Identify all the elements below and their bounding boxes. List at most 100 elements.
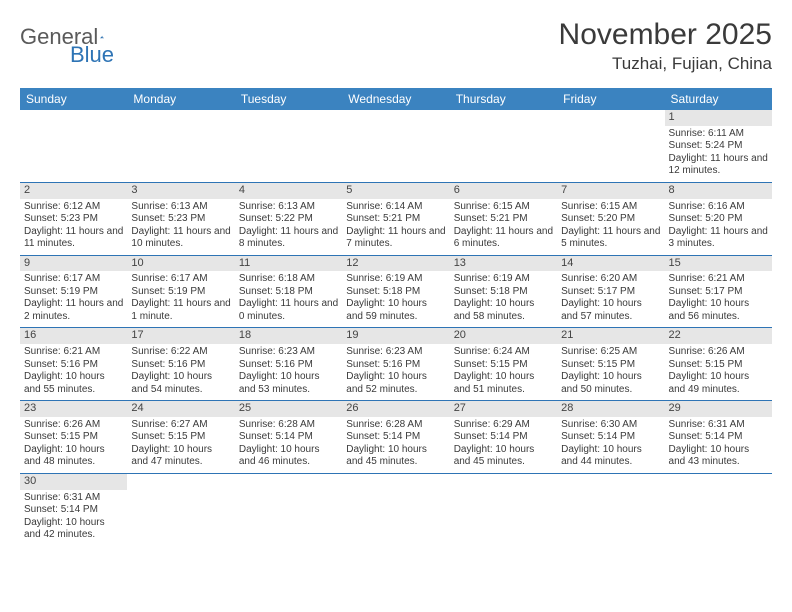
day-number: 25 (235, 401, 342, 417)
sunset-text: Sunset: 5:18 PM (239, 286, 338, 299)
weekday-header: Sunday (20, 88, 127, 110)
weekday-header: Thursday (450, 88, 557, 110)
sunset-text: Sunset: 5:20 PM (669, 213, 768, 226)
sunset-text: Sunset: 5:16 PM (131, 359, 230, 372)
calendar-cell: 7Sunrise: 6:15 AMSunset: 5:20 PMDaylight… (557, 182, 664, 255)
day-details: Sunrise: 6:12 AMSunset: 5:23 PMDaylight:… (24, 201, 123, 251)
daylight-text: Daylight: 11 hours and 6 minutes. (454, 226, 553, 251)
sunrise-text: Sunrise: 6:23 AM (346, 346, 445, 359)
sunset-text: Sunset: 5:14 PM (454, 431, 553, 444)
day-number: 20 (450, 328, 557, 344)
calendar-cell: 22Sunrise: 6:26 AMSunset: 5:15 PMDayligh… (665, 328, 772, 401)
daylight-text: Daylight: 11 hours and 3 minutes. (669, 226, 768, 251)
sunset-text: Sunset: 5:14 PM (239, 431, 338, 444)
sunset-text: Sunset: 5:23 PM (24, 213, 123, 226)
day-details: Sunrise: 6:22 AMSunset: 5:16 PMDaylight:… (131, 346, 230, 396)
day-number: 29 (665, 401, 772, 417)
calendar-cell: 13Sunrise: 6:19 AMSunset: 5:18 PMDayligh… (450, 255, 557, 328)
sunset-text: Sunset: 5:17 PM (561, 286, 660, 299)
daylight-text: Daylight: 11 hours and 2 minutes. (24, 298, 123, 323)
calendar-cell: 14Sunrise: 6:20 AMSunset: 5:17 PMDayligh… (557, 255, 664, 328)
day-details: Sunrise: 6:13 AMSunset: 5:22 PMDaylight:… (239, 201, 338, 251)
calendar-cell: 28Sunrise: 6:30 AMSunset: 5:14 PMDayligh… (557, 401, 664, 474)
calendar-cell (557, 473, 664, 545)
day-number: 23 (20, 401, 127, 417)
weekday-header: Tuesday (235, 88, 342, 110)
sunrise-text: Sunrise: 6:30 AM (561, 419, 660, 432)
daylight-text: Daylight: 10 hours and 59 minutes. (346, 298, 445, 323)
calendar-cell (450, 473, 557, 545)
calendar-cell (235, 110, 342, 182)
sunrise-text: Sunrise: 6:31 AM (24, 492, 123, 505)
sunrise-text: Sunrise: 6:18 AM (239, 273, 338, 286)
day-number: 3 (127, 183, 234, 199)
calendar-cell (342, 110, 449, 182)
calendar-week: 16Sunrise: 6:21 AMSunset: 5:16 PMDayligh… (20, 328, 772, 401)
day-details: Sunrise: 6:15 AMSunset: 5:21 PMDaylight:… (454, 201, 553, 251)
calendar-week: 23Sunrise: 6:26 AMSunset: 5:15 PMDayligh… (20, 401, 772, 474)
sunset-text: Sunset: 5:24 PM (669, 140, 768, 153)
calendar-week: 30Sunrise: 6:31 AMSunset: 5:14 PMDayligh… (20, 473, 772, 545)
calendar-cell: 24Sunrise: 6:27 AMSunset: 5:15 PMDayligh… (127, 401, 234, 474)
calendar-cell (127, 473, 234, 545)
day-number: 8 (665, 183, 772, 199)
sunrise-text: Sunrise: 6:15 AM (561, 201, 660, 214)
calendar-body: 1Sunrise: 6:11 AMSunset: 5:24 PMDaylight… (20, 110, 772, 546)
calendar-cell: 29Sunrise: 6:31 AMSunset: 5:14 PMDayligh… (665, 401, 772, 474)
calendar-cell: 15Sunrise: 6:21 AMSunset: 5:17 PMDayligh… (665, 255, 772, 328)
sunset-text: Sunset: 5:14 PM (24, 504, 123, 517)
day-number: 15 (665, 256, 772, 272)
calendar-cell: 20Sunrise: 6:24 AMSunset: 5:15 PMDayligh… (450, 328, 557, 401)
day-details: Sunrise: 6:16 AMSunset: 5:20 PMDaylight:… (669, 201, 768, 251)
weekday-header: Saturday (665, 88, 772, 110)
sunset-text: Sunset: 5:16 PM (239, 359, 338, 372)
calendar-head: Sunday Monday Tuesday Wednesday Thursday… (20, 88, 772, 110)
sunrise-text: Sunrise: 6:17 AM (131, 273, 230, 286)
sunset-text: Sunset: 5:20 PM (561, 213, 660, 226)
calendar-week: 1Sunrise: 6:11 AMSunset: 5:24 PMDaylight… (20, 110, 772, 182)
day-details: Sunrise: 6:17 AMSunset: 5:19 PMDaylight:… (131, 273, 230, 323)
daylight-text: Daylight: 10 hours and 52 minutes. (346, 371, 445, 396)
weekday-header: Monday (127, 88, 234, 110)
sunrise-text: Sunrise: 6:12 AM (24, 201, 123, 214)
day-details: Sunrise: 6:31 AMSunset: 5:14 PMDaylight:… (24, 492, 123, 542)
daylight-text: Daylight: 11 hours and 11 minutes. (24, 226, 123, 251)
daylight-text: Daylight: 10 hours and 56 minutes. (669, 298, 768, 323)
calendar-cell: 21Sunrise: 6:25 AMSunset: 5:15 PMDayligh… (557, 328, 664, 401)
day-number: 13 (450, 256, 557, 272)
daylight-text: Daylight: 10 hours and 50 minutes. (561, 371, 660, 396)
calendar-cell: 12Sunrise: 6:19 AMSunset: 5:18 PMDayligh… (342, 255, 449, 328)
day-number: 18 (235, 328, 342, 344)
sunset-text: Sunset: 5:18 PM (454, 286, 553, 299)
sunset-text: Sunset: 5:17 PM (669, 286, 768, 299)
day-details: Sunrise: 6:21 AMSunset: 5:17 PMDaylight:… (669, 273, 768, 323)
daylight-text: Daylight: 10 hours and 53 minutes. (239, 371, 338, 396)
daylight-text: Daylight: 10 hours and 54 minutes. (131, 371, 230, 396)
day-number: 26 (342, 401, 449, 417)
sunrise-text: Sunrise: 6:25 AM (561, 346, 660, 359)
sunrise-text: Sunrise: 6:16 AM (669, 201, 768, 214)
sunset-text: Sunset: 5:16 PM (24, 359, 123, 372)
calendar-cell: 3Sunrise: 6:13 AMSunset: 5:23 PMDaylight… (127, 182, 234, 255)
day-number: 7 (557, 183, 664, 199)
calendar-cell: 9Sunrise: 6:17 AMSunset: 5:19 PMDaylight… (20, 255, 127, 328)
sunrise-text: Sunrise: 6:20 AM (561, 273, 660, 286)
calendar-cell (20, 110, 127, 182)
day-number: 6 (450, 183, 557, 199)
day-number: 5 (342, 183, 449, 199)
day-details: Sunrise: 6:23 AMSunset: 5:16 PMDaylight:… (239, 346, 338, 396)
weekday-header: Wednesday (342, 88, 449, 110)
weekday-header: Friday (557, 88, 664, 110)
day-number: 10 (127, 256, 234, 272)
daylight-text: Daylight: 10 hours and 45 minutes. (454, 444, 553, 469)
day-details: Sunrise: 6:30 AMSunset: 5:14 PMDaylight:… (561, 419, 660, 469)
calendar-cell (127, 110, 234, 182)
calendar-cell (450, 110, 557, 182)
calendar-cell: 5Sunrise: 6:14 AMSunset: 5:21 PMDaylight… (342, 182, 449, 255)
sunset-text: Sunset: 5:14 PM (561, 431, 660, 444)
location: Tuzhai, Fujian, China (559, 54, 772, 74)
sunset-text: Sunset: 5:21 PM (454, 213, 553, 226)
day-number: 11 (235, 256, 342, 272)
calendar-cell (235, 473, 342, 545)
calendar-cell: 23Sunrise: 6:26 AMSunset: 5:15 PMDayligh… (20, 401, 127, 474)
